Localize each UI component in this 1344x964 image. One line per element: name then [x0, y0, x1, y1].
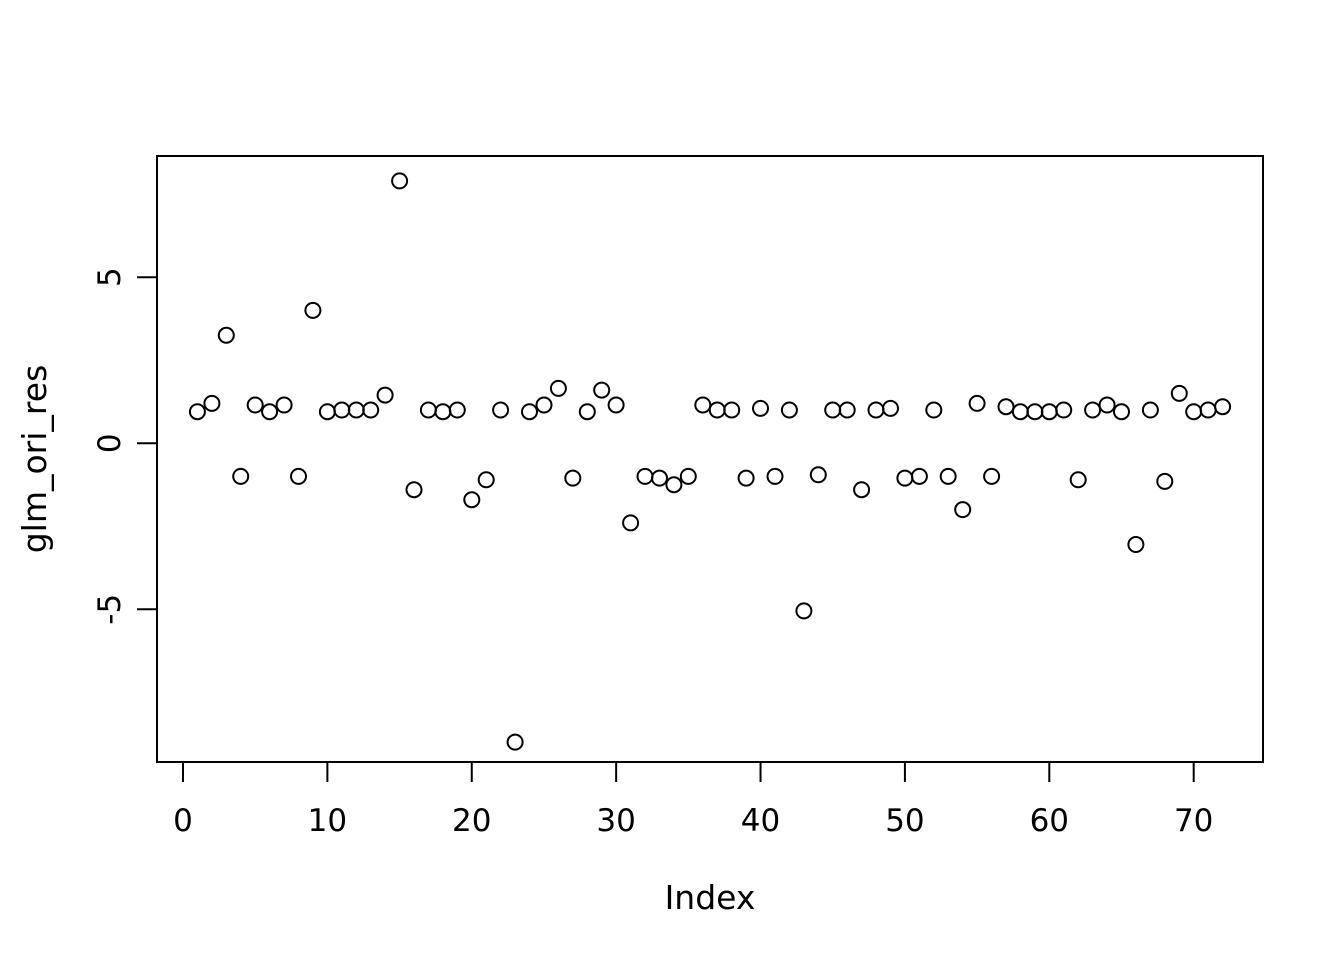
data-point [1113, 403, 1130, 421]
data-point [1170, 384, 1188, 402]
data-point [1185, 403, 1203, 421]
data-point [838, 401, 856, 419]
x-axis-ticks: 0 10 20 30 40 50 60 70 [173, 762, 1213, 839]
data-point [521, 403, 538, 421]
data-point [694, 396, 712, 414]
data-point [333, 401, 351, 419]
data-point [809, 466, 827, 484]
data-point [867, 401, 885, 419]
data-point [1069, 471, 1087, 489]
data-point [564, 469, 582, 487]
y-tick-label: 5 [92, 267, 128, 287]
data-point [1214, 398, 1232, 416]
data-point [419, 401, 437, 419]
data-point [405, 481, 423, 499]
data-point [1026, 403, 1044, 421]
data-point [232, 467, 250, 485]
data-point [318, 403, 336, 421]
data-point [261, 403, 279, 421]
data-point [795, 602, 813, 620]
x-tick-label: 20 [452, 803, 491, 839]
data-point [290, 467, 307, 485]
data-point [824, 401, 842, 419]
x-tick-label: 0 [173, 803, 193, 839]
data-point [492, 401, 510, 419]
data-point [246, 396, 264, 414]
data-point [708, 401, 726, 419]
data-point [607, 396, 625, 414]
data-point [968, 394, 986, 412]
data-point [954, 501, 972, 519]
data-point [304, 301, 322, 319]
data-point [477, 471, 495, 489]
data-point [896, 469, 914, 487]
data-point [882, 399, 899, 417]
y-tick-label: -5 [92, 594, 128, 625]
data-point [1055, 401, 1073, 419]
data-point [983, 467, 1001, 485]
data-point [939, 467, 957, 485]
data-point [752, 399, 769, 417]
x-axis-label: Index [665, 878, 756, 917]
data-point [578, 403, 596, 421]
data-point [188, 403, 206, 421]
data-point [535, 396, 553, 414]
data-point [347, 401, 365, 419]
data-point [1098, 396, 1116, 414]
data-point [766, 467, 784, 485]
data-points [188, 172, 1232, 751]
data-point [723, 401, 741, 419]
data-point [203, 394, 221, 412]
y-tick-label: 0 [92, 433, 128, 453]
data-point [391, 172, 409, 190]
x-tick-label: 30 [596, 803, 635, 839]
data-point [275, 396, 293, 414]
data-point [217, 326, 235, 344]
data-point [853, 481, 871, 499]
x-tick-label: 10 [308, 803, 347, 839]
x-tick-label: 50 [885, 803, 924, 839]
data-point [549, 379, 567, 397]
data-point [593, 381, 611, 399]
data-point [679, 467, 697, 485]
data-point [910, 467, 928, 485]
data-point [997, 398, 1015, 416]
x-tick-label: 70 [1174, 803, 1213, 839]
data-point [737, 469, 755, 487]
x-tick-label: 40 [741, 803, 780, 839]
data-point [622, 514, 640, 532]
data-point [1156, 472, 1174, 490]
data-point [376, 386, 394, 404]
data-point [1084, 401, 1102, 419]
data-point [651, 469, 668, 487]
data-point [636, 467, 654, 485]
data-point [1127, 536, 1145, 553]
plot-area-border [156, 155, 1264, 763]
data-point [1011, 403, 1029, 421]
x-tick-label: 60 [1030, 803, 1069, 839]
data-point [463, 491, 481, 509]
y-axis-label: glm_ori_res [15, 365, 54, 554]
data-point [780, 401, 798, 419]
data-point [925, 401, 943, 419]
data-point [506, 733, 524, 751]
y-axis-ticks: -5 0 5 [92, 267, 157, 625]
data-point [665, 476, 683, 494]
data-point [448, 401, 466, 419]
data-point [1141, 401, 1159, 419]
data-point [362, 401, 380, 419]
data-point [434, 403, 452, 421]
data-point [1199, 401, 1217, 419]
data-point [1040, 403, 1058, 421]
